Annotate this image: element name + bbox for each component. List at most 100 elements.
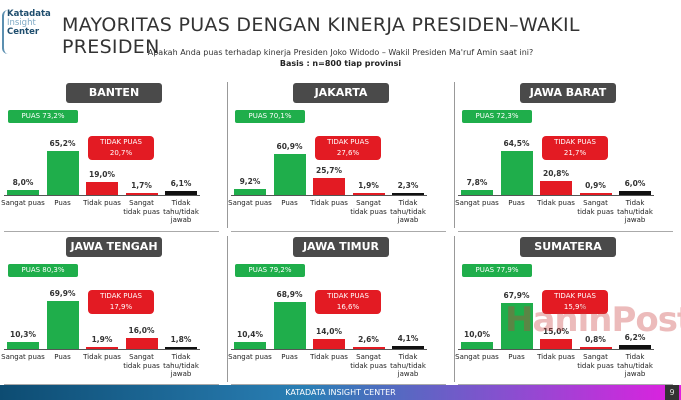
chart-panel-jakarta: JAKARTA PUAS 70,1% TIDAK PUAS 27,6% 9,2% Sang… — [227, 80, 454, 232]
bar-1 — [234, 341, 266, 349]
data-label: 0,9% — [585, 181, 606, 190]
bar-3 — [540, 180, 572, 195]
category-label: Puas — [281, 353, 298, 361]
bar-3 — [313, 339, 345, 349]
bar-2 — [500, 151, 533, 195]
province-title: SUMATERA UTARA — [520, 237, 616, 273]
tidak-puas-text: 17,9% — [109, 303, 133, 311]
row-divider — [458, 231, 673, 232]
category-label: Sangat tidak puas — [350, 353, 387, 370]
chart-panel-jawa-timur: JAWA TIMUR PUAS 79,2% TIDAK PUAS 16,6% 10,4%… — [227, 234, 454, 386]
bar-5 — [165, 190, 197, 195]
puas-total-badge: PUAS 70,1% — [235, 110, 305, 123]
tidak-puas-text: TIDAK PUAS — [100, 138, 142, 146]
data-label: 19,0% — [88, 170, 116, 180]
footer-bar: KATADATA INSIGHT CENTER — [0, 385, 681, 400]
bar-1 — [7, 341, 39, 349]
row-divider — [231, 231, 446, 232]
chart-panel-jawa-tengah: JAWA TENGAH PUAS 80,3% TIDAK PUAS 17,9% 10,3… — [0, 234, 227, 386]
puas-total-badge: PUAS 73,2% — [8, 110, 78, 123]
bar-1 — [461, 189, 493, 195]
data-label: 67,9% — [503, 290, 530, 300]
bar-1 — [234, 188, 266, 195]
data-label: 1,9% — [358, 181, 379, 190]
bar-4 — [125, 193, 158, 195]
tidak-puas-total-badge: TIDAK PUAS 21,7% — [542, 136, 608, 160]
data-label: 25,7% — [315, 165, 343, 175]
category-label: Sangat tidak puas — [577, 353, 614, 370]
category-label: Puas — [54, 199, 71, 207]
category-label: Sangat puas — [455, 199, 499, 207]
tidak-puas-text: 27,6% — [336, 149, 360, 157]
bar-2 — [46, 301, 79, 349]
bar-4 — [352, 193, 385, 195]
row-divider — [4, 384, 219, 385]
tidak-puas-text: TIDAK PUAS — [554, 292, 596, 300]
chart-panel-jawa-barat: JAWA BARAT PUAS 72,3% TIDAK PUAS 21,7% 7,8% S… — [454, 80, 681, 232]
category-label: Tidak puas — [537, 199, 575, 207]
data-label: 10,4% — [236, 329, 264, 339]
bar-4 — [579, 347, 612, 349]
category-label: Sangat tidak puas — [123, 199, 160, 216]
data-label: 4,1% — [397, 334, 419, 344]
logo-line3: Center — [7, 27, 40, 37]
logo-line2: Insight — [7, 18, 36, 28]
survey-basis: Basis : n=800 tiap provinsi — [279, 59, 402, 68]
category-label: Tidak tahu/tidak jawab — [617, 199, 653, 224]
tidak-puas-total-badge: TIDAK PUAS 17,9% — [88, 290, 154, 314]
puas-total-badge: PUAS 80,3% — [8, 264, 78, 277]
bar-4 — [352, 347, 385, 349]
bar-5 — [392, 346, 424, 349]
category-label: Puas — [281, 199, 298, 207]
column-divider — [454, 236, 455, 382]
category-label: Tidak tahu/tidak jawab — [390, 353, 426, 378]
tidak-puas-text: 20,7% — [109, 149, 133, 157]
tidak-puas-text: TIDAK PUAS — [554, 138, 596, 146]
province-title: JAWA TIMUR — [293, 237, 389, 257]
category-label: Sangat puas — [455, 353, 499, 361]
tidak-puas-total-badge: TIDAK PUAS 20,7% — [88, 136, 154, 160]
data-label: 1,8% — [170, 335, 192, 344]
bar-2 — [500, 302, 533, 349]
bar-2 — [46, 150, 79, 195]
bar-3 — [540, 338, 572, 349]
page-number: 9 — [665, 385, 679, 400]
row-divider — [458, 384, 673, 385]
data-label: 8,0% — [12, 177, 34, 187]
watermark: HaninPost — [505, 300, 681, 340]
category-label: Sangat puas — [1, 199, 45, 207]
bar-1 — [7, 189, 39, 195]
bar-4 — [125, 338, 158, 349]
tidak-puas-text: TIDAK PUAS — [100, 292, 142, 300]
data-label: 65,2% — [49, 138, 76, 148]
tidak-puas-total-badge: TIDAK PUAS 16,6% — [315, 290, 381, 314]
category-label: Tidak tahu/tidak jawab — [163, 199, 199, 224]
category-label: Sangat tidak puas — [577, 199, 614, 216]
tidak-puas-text: 15,9% — [563, 303, 587, 311]
row-divider — [231, 384, 446, 385]
province-title: JAWA TENGAH — [66, 237, 162, 257]
puas-total-badge: PUAS 72,3% — [462, 110, 532, 123]
category-label: Tidak tahu/tidak jawab — [163, 353, 199, 378]
category-label: Sangat tidak puas — [350, 199, 387, 216]
category-label: Puas — [508, 353, 525, 361]
katadata-logo: Katadata Insight Center — [2, 10, 51, 54]
data-label: 9,2% — [239, 176, 261, 186]
chart-panel-banten: BANTEN PUAS 73,2% TIDAK PUAS 20,7% 8,0% Sanga… — [0, 80, 227, 232]
column-divider — [454, 82, 455, 228]
tidak-puas-total-badge: TIDAK PUAS 27,6% — [315, 136, 381, 160]
data-label: 7,8% — [466, 177, 488, 187]
x-axis — [4, 195, 200, 196]
data-label: 1,7% — [131, 181, 152, 190]
data-label: 0,8% — [585, 335, 606, 344]
data-label: 2,6% — [358, 335, 379, 344]
bar-5 — [165, 347, 197, 349]
data-label: 6,0% — [624, 178, 646, 188]
data-label: 2,3% — [397, 181, 419, 190]
column-divider — [227, 82, 228, 228]
puas-total-badge: PUAS 79,2% — [235, 264, 305, 277]
data-label: 60,9% — [276, 141, 303, 151]
survey-question: Apakah Anda puas terhadap kinerja Presid… — [147, 48, 534, 57]
tidak-puas-total-badge: TIDAK PUAS 15,9% — [542, 290, 608, 314]
category-label: Tidak puas — [83, 199, 121, 207]
